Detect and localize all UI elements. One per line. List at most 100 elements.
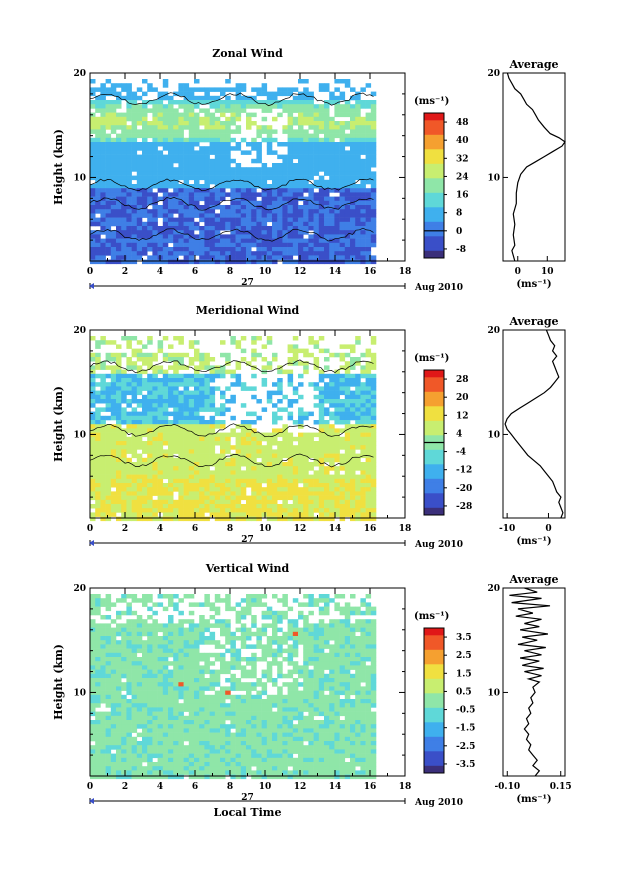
heatmap-cell xyxy=(90,640,96,645)
heatmap-cell xyxy=(324,150,330,155)
heatmap-cell xyxy=(121,657,127,662)
heatmap-cell xyxy=(147,495,153,501)
heatmap-cell xyxy=(95,121,101,126)
heatmap-cell xyxy=(230,179,236,185)
heatmap-cell xyxy=(287,234,294,239)
heatmap-cell xyxy=(116,640,122,645)
heatmap-cell xyxy=(324,179,330,185)
heatmap-cell xyxy=(355,150,361,155)
heatmap-cell xyxy=(204,163,210,168)
heatmap-cell xyxy=(131,399,138,404)
heatmap-cell xyxy=(220,474,226,480)
heatmap-cell xyxy=(272,255,278,260)
heatmap-cell xyxy=(136,200,143,206)
heatmap-cell xyxy=(329,436,335,442)
heatmap-cell xyxy=(277,470,283,475)
heatmap-cell xyxy=(173,652,179,658)
heatmap-cell xyxy=(308,495,314,501)
heatmap-cell xyxy=(105,462,112,467)
heatmap-cell xyxy=(272,491,278,496)
heatmap-cell xyxy=(162,175,169,181)
heatmap-cell xyxy=(282,445,288,450)
heatmap-cell xyxy=(324,598,330,603)
heatmap-cell xyxy=(204,238,210,244)
heatmap-cell xyxy=(339,230,346,235)
heatmap-cell xyxy=(334,594,340,599)
heatmap-cell xyxy=(90,221,96,227)
colorbar-segment xyxy=(424,442,444,447)
heatmap-cell xyxy=(142,470,148,475)
heatmap-cell xyxy=(313,116,320,122)
heatmap-cell xyxy=(90,217,96,223)
heatmap-cell xyxy=(344,499,351,505)
heatmap-cell xyxy=(131,184,138,189)
heatmap-cell xyxy=(334,495,340,501)
colorbar-unit: (ms⁻¹) xyxy=(414,353,449,364)
heatmap-cell xyxy=(209,449,216,454)
heatmap-cell xyxy=(235,340,242,345)
heatmap-cell xyxy=(240,631,247,637)
heatmap-cell xyxy=(235,167,242,172)
heatmap-cell xyxy=(246,171,252,176)
heatmap-cell xyxy=(100,491,106,496)
heatmap-cell xyxy=(292,623,299,628)
heatmap-cell xyxy=(147,432,153,438)
heatmap-cell xyxy=(116,369,122,375)
heatmap-cell xyxy=(344,610,351,616)
heatmap-cell xyxy=(230,238,236,244)
heatmap-cell xyxy=(116,462,122,467)
heatmap-cell xyxy=(162,483,169,488)
heatmap-cell xyxy=(105,661,112,666)
heatmap-cell xyxy=(105,87,112,92)
heatmap-cell xyxy=(194,221,200,227)
heatmap-cell xyxy=(126,344,132,349)
heatmap-cell xyxy=(251,137,257,143)
heatmap-cell xyxy=(147,399,153,404)
heatmap-cell xyxy=(157,602,164,607)
heatmap-cell xyxy=(318,87,325,92)
heatmap-cell xyxy=(100,167,106,172)
heatmap-cell xyxy=(261,652,268,658)
heatmap-cell xyxy=(251,230,257,235)
heatmap-cell xyxy=(168,424,174,429)
heatmap-cell xyxy=(350,390,356,396)
heatmap-cell xyxy=(126,91,132,97)
heatmap-cell xyxy=(152,411,158,417)
heatmap-cell xyxy=(136,445,143,450)
heatmap-cell xyxy=(157,474,164,480)
heatmap-cell xyxy=(308,116,314,122)
heatmap-cell xyxy=(194,100,200,105)
heatmap-cell xyxy=(188,457,195,463)
heatmap-cell xyxy=(246,483,252,488)
colorbar-tick-label: 16 xyxy=(456,191,469,201)
heatmap-cell xyxy=(116,470,122,475)
heatmap-cell xyxy=(110,142,117,147)
heatmap-cell xyxy=(272,104,278,109)
heatmap-cell xyxy=(209,217,216,223)
heatmap-cell xyxy=(272,449,278,454)
heatmap-cell xyxy=(168,171,174,176)
heatmap-cell xyxy=(287,470,294,475)
heatmap-cell xyxy=(329,432,335,438)
heatmap-cell xyxy=(121,453,127,459)
heatmap-cell xyxy=(303,457,309,463)
heatmap-cell xyxy=(131,648,138,654)
heatmap-cell xyxy=(303,171,309,176)
heatmap-cell xyxy=(292,640,299,645)
heatmap-cell xyxy=(230,336,236,341)
heatmap-cell xyxy=(251,594,257,599)
heatmap-cell xyxy=(318,125,325,130)
heatmap-cell xyxy=(183,125,190,130)
heatmap-cell xyxy=(339,79,346,84)
heatmap-cell xyxy=(365,133,372,139)
heatmap-cell xyxy=(308,150,314,155)
heatmap-cell xyxy=(105,247,112,252)
heatmap-cell xyxy=(220,478,226,484)
heatmap-cell xyxy=(251,512,257,517)
heatmap-cell xyxy=(246,192,252,197)
heatmap-cell xyxy=(173,352,179,358)
heatmap-cell xyxy=(209,158,216,164)
heatmap-cell xyxy=(136,657,143,662)
heatmap-cell xyxy=(204,91,210,97)
heatmap-cell xyxy=(178,403,184,408)
